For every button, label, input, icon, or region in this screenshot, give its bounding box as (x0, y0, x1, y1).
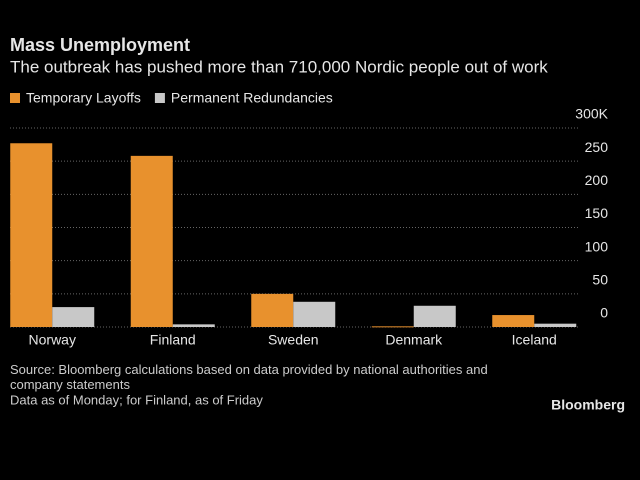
bar (534, 323, 577, 327)
note: Data as of Monday; for Finland, as of Fr… (10, 392, 263, 407)
legend-swatch (10, 93, 20, 103)
bar (293, 301, 336, 327)
y-tick-label: 250 (585, 139, 609, 155)
y-tick-label: 300K (575, 106, 608, 122)
y-tick-label: 200 (585, 172, 609, 188)
legend-swatch (154, 93, 165, 103)
y-tick-label: 50 (592, 272, 608, 288)
bar (413, 305, 456, 327)
source-box: Source: Bloomberg calculations based on … (10, 362, 488, 392)
y-tick-label: 100 (585, 238, 609, 254)
bar (130, 155, 173, 327)
legend-label: Temporary Layoffs (26, 90, 141, 106)
x-tick-label: Sweden (268, 332, 319, 348)
y-tick-label: 0 (600, 305, 608, 321)
x-tick-label: Norway (29, 332, 76, 348)
x-tick-label: Iceland (512, 332, 557, 348)
bar (492, 315, 535, 327)
bar (10, 143, 53, 327)
source: Source: Bloomberg calculations based on … (10, 362, 488, 392)
legend-label: Permanent Redundancies (171, 90, 333, 106)
x-tick-label: Denmark (385, 332, 443, 348)
chart-subtitle: The outbreak has pushed more than 710,00… (10, 57, 548, 76)
bar (172, 324, 215, 327)
bar (371, 326, 414, 328)
y-tick-label: 150 (585, 205, 609, 221)
bar (251, 293, 294, 327)
chart-title: Mass Unemployment (10, 35, 190, 55)
brand-logo: Bloomberg (551, 397, 625, 413)
x-tick-label: Finland (150, 332, 196, 348)
bar (52, 307, 95, 327)
